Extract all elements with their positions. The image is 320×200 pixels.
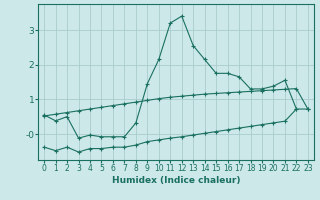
X-axis label: Humidex (Indice chaleur): Humidex (Indice chaleur) [112,176,240,185]
